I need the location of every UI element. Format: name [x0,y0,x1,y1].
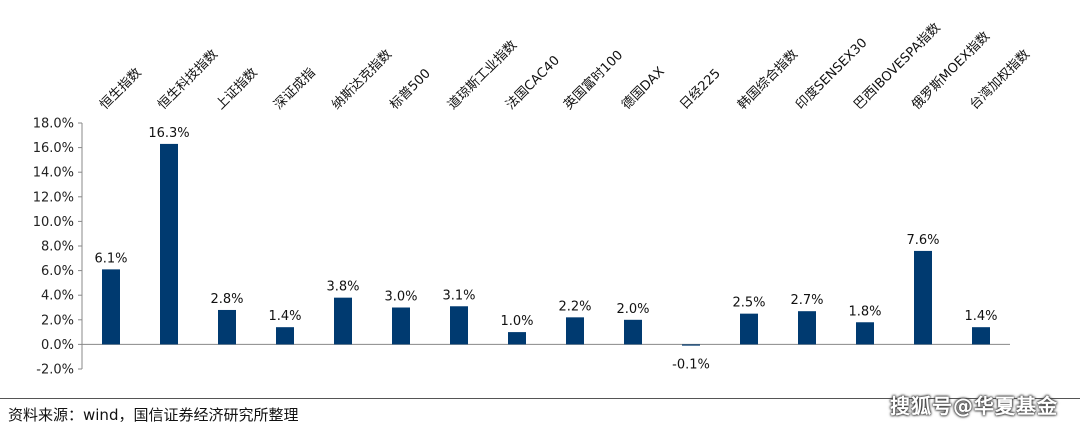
value-label: 2.7% [790,293,823,308]
bar [624,319,642,345]
bar [160,143,178,345]
category-label: 纳斯达克指数 [329,47,395,113]
bar [276,327,294,345]
y-axis: 18.0% 16.0% 14.0% 12.0% 10.0% 8.0% 6.0% 4.0% 2.0… [33,117,1010,378]
value-label: 3.0% [384,290,417,305]
category-label: 日经225 [677,66,724,113]
bar [914,250,932,345]
y-tick-label: 2.0% [41,313,74,328]
value-label: 2.2% [558,299,591,314]
value-label: 2.8% [210,292,243,307]
bar [972,327,990,345]
bar [334,297,352,345]
value-label: 1.4% [268,309,301,324]
value-label: 1.0% [500,314,533,329]
value-label: 3.8% [326,280,359,295]
bar [508,332,526,345]
value-label: 2.0% [616,302,649,317]
source-divider [0,398,1080,399]
value-labels: 6.1% 16.3% 2.8% 1.4% 3.8% 3.0% 3.1% 1.0% 2.2% 2.0… [94,126,997,372]
value-label: 2.5% [732,296,765,311]
y-tick-label: 14.0% [33,166,74,181]
bar [682,344,700,346]
y-tick-label: 0.0% [41,338,74,353]
category-label: 深证成指 [271,65,318,112]
category-label: 法国CAC40 [503,53,563,113]
category-label: 英国富时100 [561,47,627,113]
value-label: 1.4% [964,309,997,324]
value-label: 1.8% [848,304,881,319]
category-label: 台湾加权指数 [967,46,1033,112]
y-tick-label: 18.0% [33,117,74,132]
bar [102,269,120,345]
bar [450,306,468,345]
category-label: 恒生指数 [97,65,144,112]
category-label: 德国DAX [619,64,668,113]
y-tick-label: 16.0% [33,141,74,156]
bar [740,313,758,345]
category-label: 韩国综合指数 [735,47,801,113]
value-label: 7.6% [906,233,939,248]
y-tick-label: 4.0% [41,289,74,304]
value-label: 16.3% [148,126,189,141]
category-label: 恒生科技指数 [155,47,221,113]
value-label: 3.1% [442,288,475,303]
y-tick-label: -2.0% [36,363,74,378]
source-note: 资料来源：wind，国信证券经济研究所整理 [8,406,299,424]
y-tick-label: 6.0% [41,264,74,279]
value-label: 6.1% [94,251,127,266]
bar [798,311,816,345]
bar [218,309,236,345]
category-label: 上证指数 [213,65,260,112]
y-tick-label: 12.0% [33,190,74,205]
bar [392,307,410,345]
bar [856,322,874,345]
category-label: 标普500 [387,66,434,113]
y-tick-label: 8.0% [41,240,74,255]
value-label: -0.1% [672,357,710,372]
bars [102,143,990,346]
y-tick-label: 10.0% [33,215,74,230]
bar [566,317,584,345]
watermark: 搜狐号@华夏基金 [890,394,1058,418]
